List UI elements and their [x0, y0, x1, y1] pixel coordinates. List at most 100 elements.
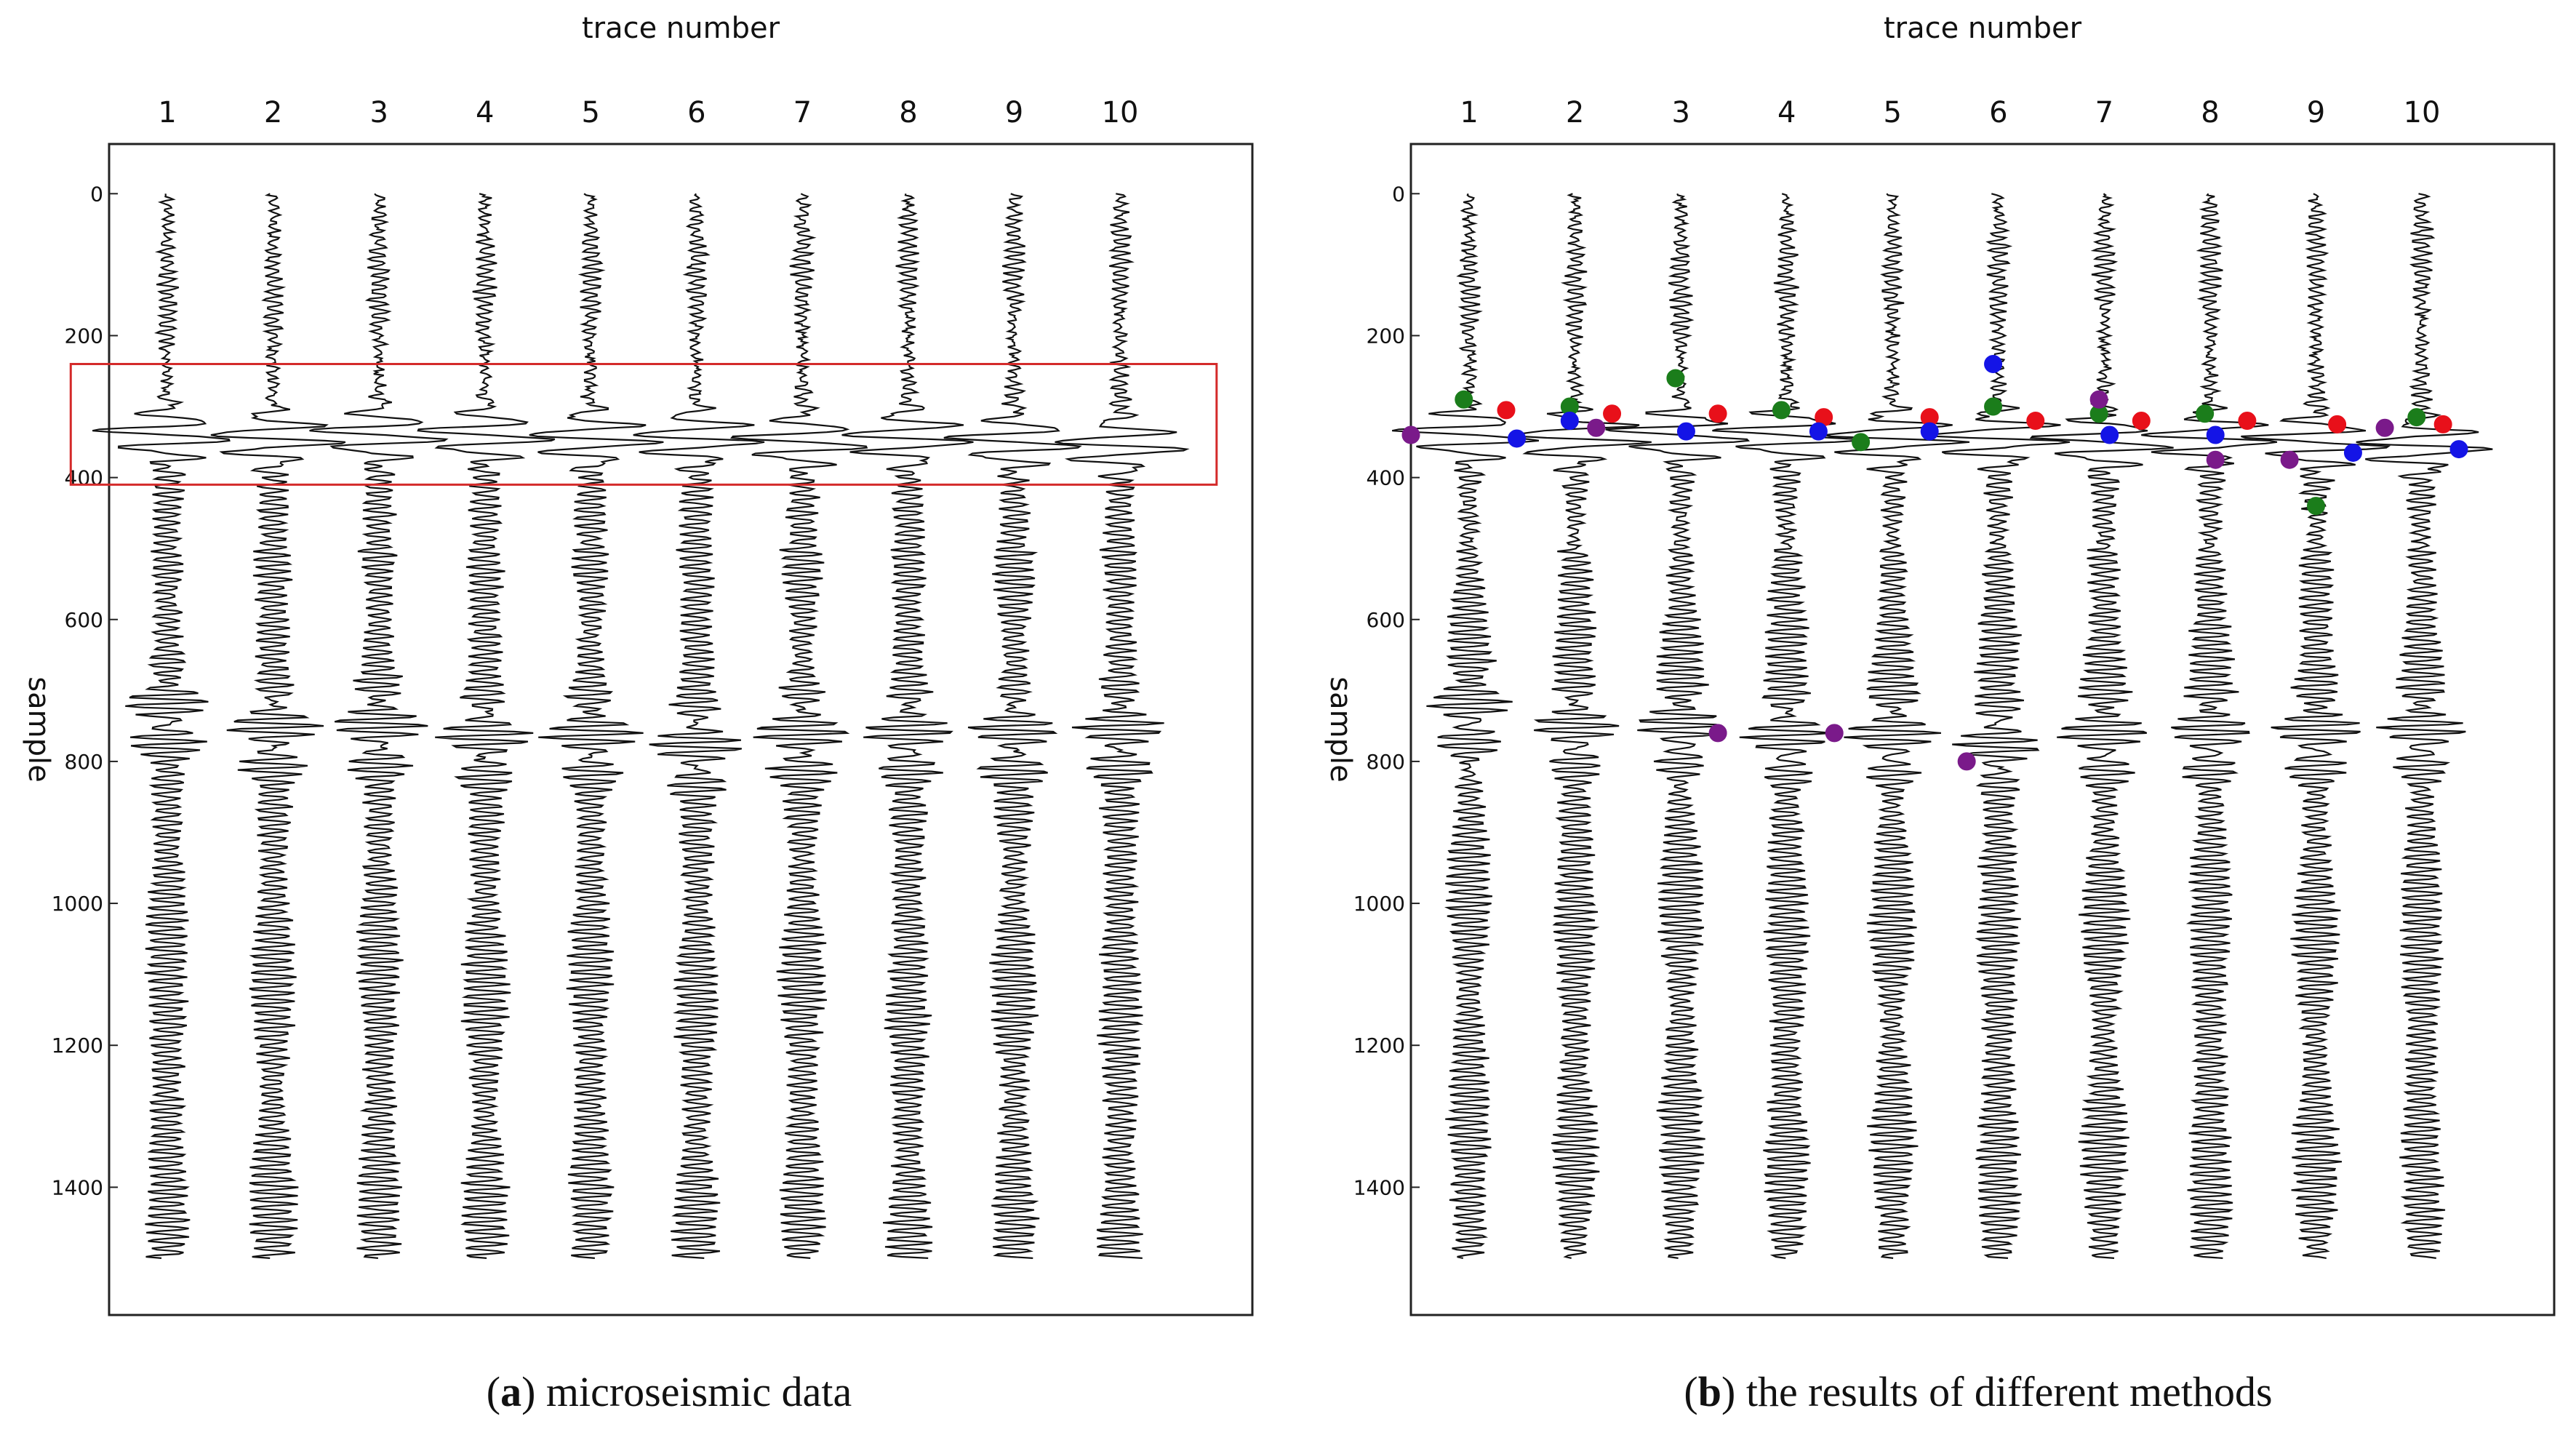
marker-green: [1852, 433, 1871, 452]
x-tick-label: 9: [2307, 96, 2325, 129]
y-axis-title: sample: [1324, 676, 1357, 782]
trace-2: [210, 193, 346, 1259]
plot-frame: [108, 143, 1254, 1316]
y-tick-label: 800: [1367, 750, 1405, 774]
marker-blue: [2206, 425, 2225, 444]
marker-blue: [1676, 422, 1695, 441]
x-tick-label: 8: [899, 96, 917, 129]
y-tick-label: 200: [65, 324, 103, 348]
y-tick-label: 1000: [52, 892, 103, 916]
marker-purple: [1825, 724, 1844, 743]
y-tick-label: 1400: [1353, 1175, 1405, 1199]
marker-green: [1455, 390, 1473, 409]
marker-green: [2196, 404, 2215, 423]
trace-7: [2029, 193, 2174, 1259]
marker-green: [1666, 369, 1685, 388]
x-tick-label: 2: [1566, 96, 1584, 129]
trace-8: [841, 193, 974, 1259]
x-tick-label: 5: [582, 96, 600, 129]
marker-green: [1984, 397, 2003, 416]
marker-red: [1708, 404, 1727, 423]
x-tick-label: 2: [264, 96, 282, 129]
marker-green: [2307, 497, 2325, 516]
marker-blue: [1809, 422, 1828, 441]
marker-red: [2238, 412, 2257, 431]
x-tick-label: 1: [158, 96, 176, 129]
trace-2: [1513, 193, 1652, 1259]
x-tick-label: 7: [793, 96, 812, 129]
trace-8: [2141, 193, 2278, 1259]
marker-blue: [1560, 412, 1579, 431]
y-tick-label: 200: [1367, 324, 1405, 348]
chart-panel-b: trace number 1 2 3 4 5 6 7 8 9 10 0 200 400 600 800 1000…: [1324, 12, 2556, 1316]
trace-4: [417, 193, 556, 1259]
marker-red: [1603, 404, 1622, 423]
marker-blue: [2343, 443, 2362, 462]
caption-b-label: b: [1697, 1368, 1721, 1415]
trace-10: [2356, 193, 2493, 1259]
x-tick-label: 10: [2404, 96, 2441, 129]
marker-blue: [1508, 429, 1527, 448]
marker-purple: [2375, 418, 2394, 437]
caption-b: (b) the results of different methods: [1684, 1368, 2273, 1415]
plot-frame: [1409, 143, 2556, 1316]
x-tick-label: 10: [1102, 96, 1139, 129]
marker-red: [2433, 415, 2452, 433]
trace-9: [2241, 193, 2391, 1259]
trace-6: [633, 193, 765, 1259]
y-tick-label: 600: [1367, 608, 1405, 632]
marker-purple: [1708, 724, 1727, 743]
trace-10: [1055, 193, 1190, 1259]
y-tick-label: 1400: [52, 1175, 103, 1199]
trace-1: [92, 193, 231, 1259]
caption-a-text: microseismic data: [545, 1368, 852, 1415]
x-tick-label: 6: [1989, 96, 2007, 129]
trace-6: [1927, 193, 2071, 1259]
trace-7: [730, 193, 868, 1259]
trace-3: [309, 193, 449, 1259]
y-tick-label: 0: [1392, 182, 1405, 206]
trace-1: [1391, 193, 1540, 1259]
marker-green: [1772, 401, 1791, 420]
marker-purple: [2206, 450, 2225, 469]
y-tick-label: 600: [65, 608, 103, 632]
caption-b-text: the results of different methods: [1745, 1368, 2273, 1415]
trace-5: [1825, 193, 1970, 1259]
marker-green: [2407, 408, 2426, 427]
trace-3: [1605, 193, 1751, 1259]
marker-blue: [2449, 440, 2468, 459]
marker-purple: [1587, 418, 1606, 437]
y-tick-label: 1000: [1353, 892, 1405, 916]
marker-purple: [1957, 752, 1976, 771]
trace-4: [1712, 193, 1857, 1259]
x-tick-label: 7: [2095, 96, 2113, 129]
x-tick-label: 4: [476, 96, 494, 129]
marker-purple: [1401, 425, 1420, 444]
y-tick-label: 1200: [52, 1034, 103, 1058]
marker-red: [2026, 412, 2045, 431]
x-tick-label: 3: [1671, 96, 1689, 129]
x-tick-label: 6: [687, 96, 705, 129]
marker-purple: [2089, 390, 2108, 409]
marker-red: [2132, 412, 2151, 431]
trace-9: [943, 193, 1082, 1259]
x-axis-title: trace number: [1884, 12, 2082, 45]
x-axis-title: trace number: [582, 12, 780, 45]
x-tick-label: 9: [1005, 96, 1023, 129]
marker-red: [1497, 401, 1516, 420]
marker-blue: [1984, 354, 2003, 373]
y-tick-label: 400: [1367, 466, 1405, 490]
marker-blue: [1920, 422, 1939, 441]
y-tick-label: 0: [90, 182, 103, 206]
x-tick-label: 1: [1460, 96, 1478, 129]
y-tick-label: 800: [65, 750, 103, 774]
y-tick-label: 1200: [1353, 1034, 1405, 1058]
x-tick-label: 5: [1884, 96, 1902, 129]
highlight-box: [69, 362, 1218, 486]
marker-red: [2328, 415, 2347, 433]
marker-blue: [2100, 425, 2119, 444]
x-tick-label: 3: [369, 96, 388, 129]
